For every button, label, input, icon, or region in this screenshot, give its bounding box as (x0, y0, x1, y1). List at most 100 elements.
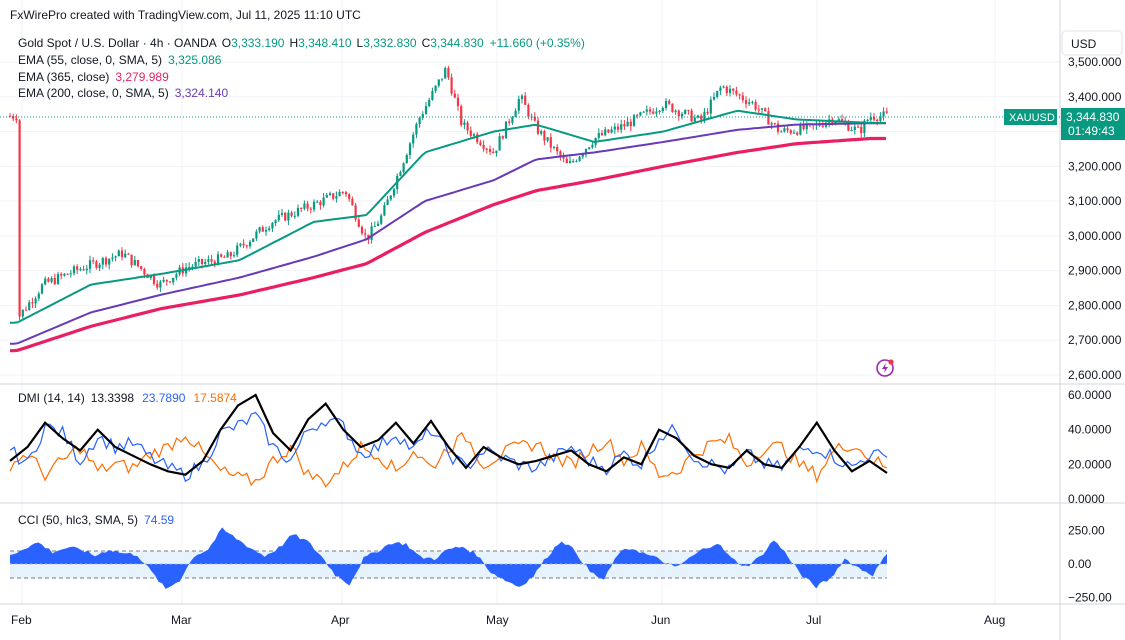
candle (536, 117, 540, 136)
candle (543, 129, 546, 146)
candle (60, 272, 63, 280)
candle (741, 92, 744, 103)
candle (127, 252, 130, 255)
time-axis[interactable]: Feb Mar Apr May Jun Jul Aug (11, 613, 1005, 627)
candle (412, 132, 415, 148)
ema-365-legend[interactable]: EMA (365, close) 3,279.989 (18, 70, 169, 84)
candle (79, 267, 82, 272)
dmi-legend[interactable]: DMI (14, 14) 13.3398 23.7890 17.5874 (18, 391, 237, 405)
candle (879, 112, 882, 124)
candle (866, 118, 869, 122)
candle (597, 128, 600, 140)
candle (31, 297, 34, 309)
candle (85, 265, 88, 275)
candle (706, 108, 709, 115)
candle (738, 93, 741, 100)
candle (652, 107, 655, 115)
candle (271, 221, 274, 233)
candle (82, 265, 85, 271)
candle (92, 257, 95, 265)
ema-200-legend[interactable]: EMA (200, close, 0, SMA, 5) 3,324.140 (18, 86, 228, 100)
candle (479, 139, 482, 147)
candle (268, 225, 271, 232)
price-tick-label: 3,100.000 (1068, 194, 1122, 208)
candle (335, 191, 338, 203)
candle (748, 98, 751, 106)
price-tick-label: 2,700.000 (1068, 333, 1122, 347)
price-tag-box (1061, 108, 1125, 140)
candle (207, 255, 210, 265)
candle (293, 211, 296, 219)
dmi-axis[interactable]: 60.0000 40.0000 20.0000 0.0000 (1068, 388, 1112, 506)
ema-200-line[interactable] (10, 122, 886, 345)
candle (456, 93, 460, 111)
candle (712, 92, 716, 101)
candle (757, 104, 760, 114)
candle (56, 271, 60, 286)
price-tag-symbol: XAUUSD (1009, 112, 1055, 124)
candle (514, 108, 517, 118)
candle (600, 129, 604, 136)
candle (648, 106, 652, 115)
currency-button[interactable]: USD (1061, 30, 1123, 56)
candle (645, 105, 648, 116)
candle (130, 254, 133, 268)
candle (642, 111, 645, 113)
candle (885, 107, 888, 114)
cci-tick-label: 250.00 (1068, 524, 1105, 538)
candle (108, 258, 111, 270)
price-tick-label: 3,000.000 (1068, 229, 1122, 243)
lightning-icon[interactable] (876, 359, 894, 377)
candle (773, 122, 776, 126)
candle (156, 280, 159, 290)
candle (261, 225, 264, 232)
candle (284, 211, 287, 222)
candle (69, 270, 72, 278)
candle (463, 119, 466, 130)
candle (680, 112, 684, 120)
ema-365-line[interactable] (10, 136, 886, 353)
candle (623, 119, 626, 130)
candle (415, 122, 418, 139)
candle (354, 202, 357, 222)
candle (732, 88, 735, 95)
candle (341, 191, 344, 195)
candle (50, 276, 53, 284)
candle (338, 189, 341, 197)
ema-55-line[interactable] (10, 109, 886, 324)
dmi-tick-label: 60.0000 (1068, 388, 1112, 402)
candle (671, 103, 674, 113)
symbol-title[interactable]: Gold Spot / U.S. Dollar · 4h · OANDA O3,3… (18, 36, 585, 50)
candle (783, 125, 786, 133)
price-tag-value: 3,344.830 (1066, 110, 1120, 124)
candle (488, 145, 492, 155)
attribution-text: FxWirePro created with TradingView.com, … (10, 8, 361, 22)
dmi-adx-line[interactable] (9, 393, 888, 476)
candle (552, 145, 556, 150)
candle (332, 193, 335, 201)
candle (562, 152, 565, 163)
candle (575, 159, 578, 163)
candle (421, 111, 424, 120)
candlestick-series[interactable] (8, 65, 888, 321)
cci-legend[interactable]: CCI (50, hlc3, SMA, 5) 74.59 (18, 513, 174, 527)
price-tick-label: 2,900.000 (1068, 264, 1122, 278)
candle (789, 129, 792, 135)
cci-axis[interactable]: 250.00 0.00 −250.00 (1068, 524, 1112, 605)
candle (213, 259, 216, 268)
candle (511, 115, 514, 126)
candle (44, 276, 47, 286)
candle (517, 95, 520, 115)
candle (632, 113, 636, 127)
candle (735, 86, 738, 97)
candle (408, 141, 412, 159)
candle (383, 202, 386, 217)
ema-55-legend[interactable]: EMA (55, close, 0, SMA, 5) 3,325.086 (18, 53, 222, 67)
candle (252, 238, 255, 243)
cci-area[interactable] (10, 527, 887, 589)
candle (805, 121, 808, 134)
candle (18, 118, 21, 321)
candle (565, 155, 568, 164)
time-tick-label: Jun (651, 613, 670, 627)
